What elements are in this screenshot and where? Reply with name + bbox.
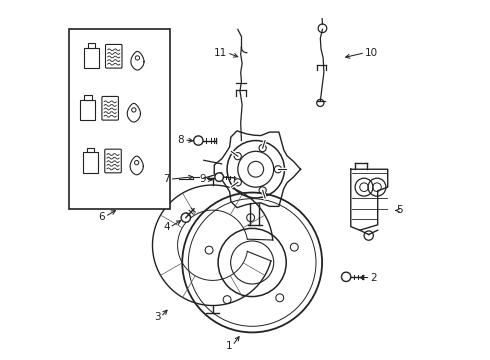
- Text: 11: 11: [214, 48, 227, 58]
- Text: 1: 1: [226, 341, 232, 351]
- Text: 4: 4: [163, 222, 170, 232]
- Bar: [84, 95, 92, 100]
- Bar: [87, 148, 95, 152]
- Bar: [84, 48, 99, 68]
- Circle shape: [215, 173, 223, 181]
- Circle shape: [181, 213, 191, 222]
- Text: 3: 3: [154, 312, 161, 322]
- FancyBboxPatch shape: [105, 149, 122, 173]
- FancyBboxPatch shape: [105, 44, 122, 68]
- Text: 7: 7: [163, 174, 170, 184]
- FancyBboxPatch shape: [102, 96, 119, 120]
- Bar: [88, 43, 95, 48]
- Bar: [80, 100, 96, 121]
- Bar: [83, 152, 98, 173]
- Text: 2: 2: [370, 273, 377, 283]
- Text: 8: 8: [177, 135, 184, 145]
- Text: 10: 10: [365, 48, 378, 58]
- Text: 6: 6: [98, 212, 105, 221]
- Circle shape: [342, 272, 351, 282]
- Text: 5: 5: [396, 206, 402, 216]
- Circle shape: [194, 136, 203, 145]
- Bar: [69, 30, 170, 209]
- Text: 9: 9: [199, 174, 205, 184]
